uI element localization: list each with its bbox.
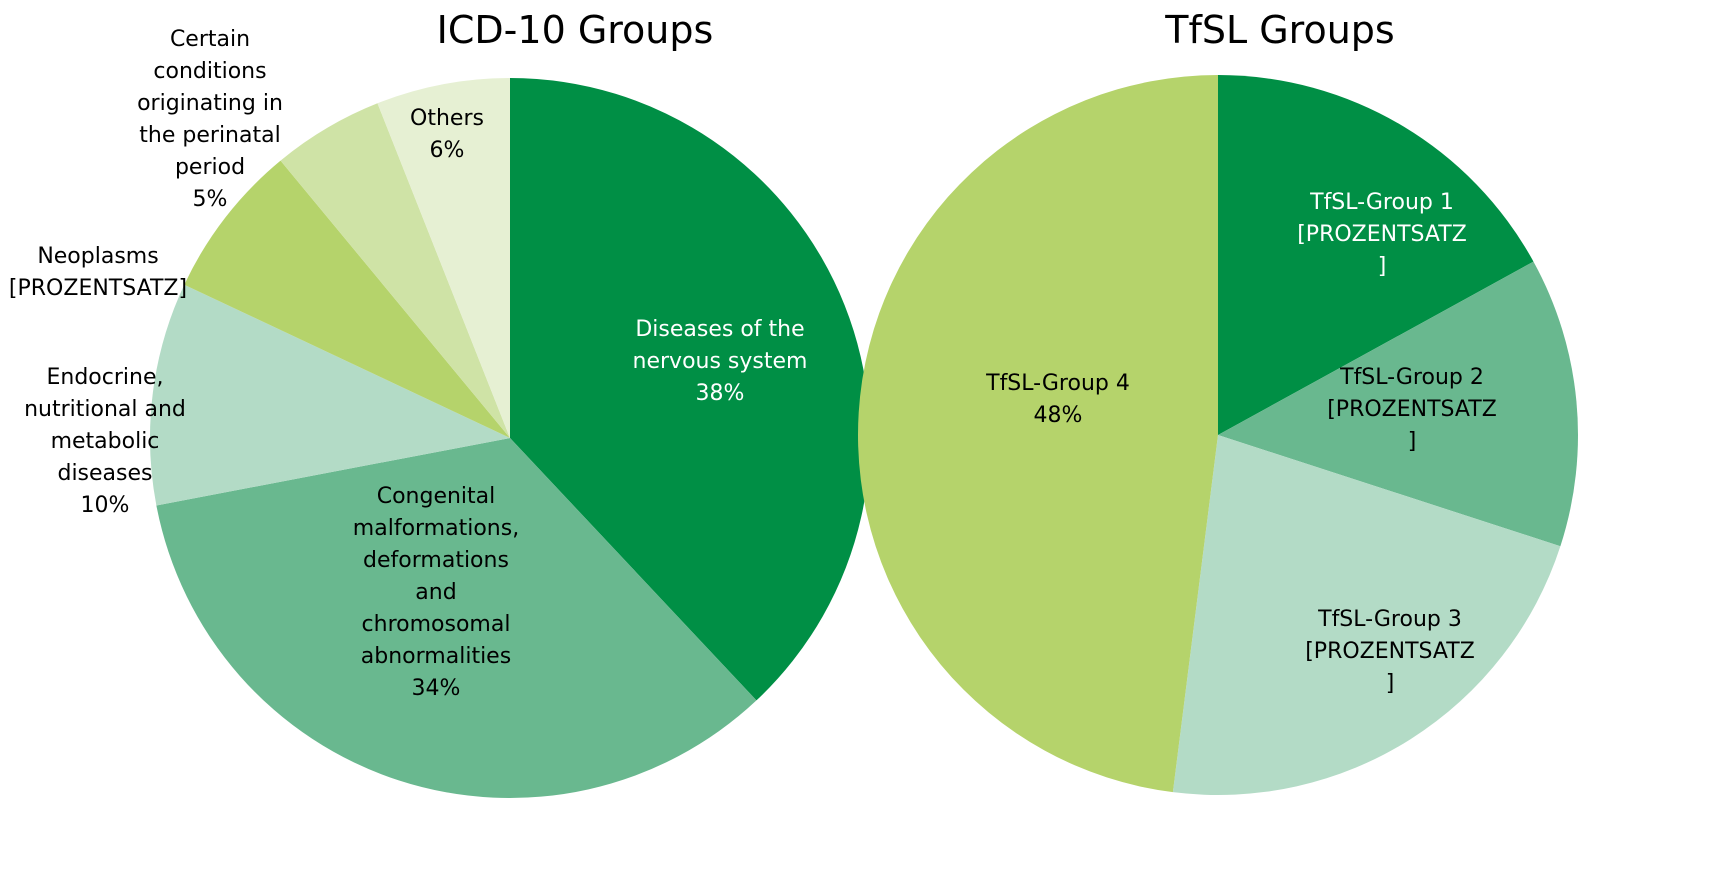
slice-label: Neoplasms [PROZENTSATZ] (8, 241, 188, 305)
category-label: Diseases of the nervous system (632, 317, 808, 374)
value-label: 5% (192, 187, 228, 212)
category-label: Others (410, 106, 484, 131)
category-label: TfSL-Group 3 (1318, 607, 1462, 632)
category-label: Endocrine, nutritional and metabolic dis… (24, 365, 186, 486)
chart-title: TfSL Groups (1165, 8, 1395, 52)
slice-label: TfSL-Group 4 48% (973, 368, 1143, 432)
slice-label: Congenital malformations, deformations a… (341, 481, 531, 705)
value-label: 38% (695, 381, 745, 406)
pie-slice (156, 438, 757, 799)
slice-label: Certain conditions originating in the pe… (120, 24, 300, 216)
category-label: TfSL-Group 2 (1340, 365, 1484, 390)
pie-slice (377, 78, 510, 438)
pie-slice (1218, 261, 1578, 547)
value-label: 10% (80, 493, 130, 518)
slice-label: TfSL-Group 3 [PROZENTSATZ] (1305, 604, 1475, 700)
category-label: Congenital malformations, deformations a… (352, 484, 520, 669)
slice-label: Diseases of the nervous system 38% (625, 314, 815, 410)
category-label: Certain conditions originating in the pe… (137, 27, 283, 180)
pie-slice (150, 284, 510, 506)
value-label: [PROZENTSATZ] (1327, 397, 1497, 454)
category-label: TfSL-Group 4 (986, 371, 1130, 396)
value-label: [PROZENTSATZ] (8, 276, 188, 301)
pie-slice (1172, 435, 1561, 796)
pie-slice (857, 74, 1218, 793)
category-label: Neoplasms (37, 244, 159, 269)
slice-label: Endocrine, nutritional and metabolic dis… (5, 362, 205, 522)
slice-label: TfSL-Group 2 [PROZENTSATZ] (1327, 362, 1497, 458)
value-label: 34% (411, 676, 461, 701)
pie-slice (1218, 75, 1534, 435)
slice-label: Others 6% (387, 103, 507, 167)
pie-slice (184, 160, 510, 438)
value-label: 6% (429, 138, 465, 163)
category-label: TfSL-Group 1 (1310, 190, 1454, 215)
pie-slice (510, 78, 870, 701)
slice-label: TfSL-Group 1 [PROZENTSATZ] (1297, 187, 1467, 283)
value-label: 48% (1033, 403, 1083, 428)
chart-title: ICD-10 Groups (436, 8, 714, 52)
value-label: [PROZENTSATZ] (1297, 222, 1467, 279)
pie-slice (280, 103, 510, 439)
value-label: [PROZENTSATZ] (1305, 639, 1475, 696)
